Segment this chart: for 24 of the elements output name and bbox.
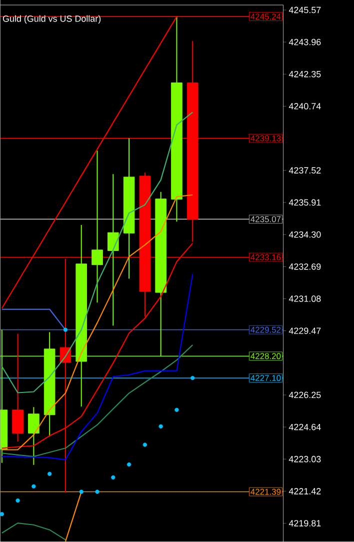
y-tick-label: 4243.96 <box>288 38 321 46</box>
y-tick-label: 4242.35 <box>288 70 321 78</box>
y-tick-label: 4245.57 <box>288 6 321 14</box>
ref-line-label: 4227.10 <box>250 375 281 381</box>
y-tick-label: 4224.64 <box>288 424 321 430</box>
y-tick-label: 4240.74 <box>288 103 321 110</box>
y-tick-label: 4234.30 <box>288 231 321 238</box>
y-tick-label: 4226.25 <box>288 392 321 398</box>
y-tick-label: 4232.69 <box>288 263 321 270</box>
y-tick-label: 4235.91 <box>288 199 321 206</box>
y-tick-label: 4219.81 <box>288 520 321 526</box>
ref-line-label: 4229.52 <box>250 326 280 333</box>
ref-line-label: 4245.24 <box>250 14 281 20</box>
y-tick-label: 4221.42 <box>288 488 321 494</box>
ref-line-label: 4228.20 <box>250 353 281 360</box>
y-tick-label: 4223.03 <box>288 456 321 462</box>
text: Guld (Guld vs US Dollar) <box>2 15 100 24</box>
ref-line-label: 4239.13 <box>250 135 281 142</box>
y-tick-label: 4229.47 <box>288 328 321 334</box>
ref-line-label: 4221.39 <box>250 488 281 495</box>
ref-line-label: 4235.07 <box>250 216 280 222</box>
y-tick-label: 4237.52 <box>288 167 321 174</box>
ref-line-label: 4233.16 <box>250 254 281 260</box>
y-tick-label: 4231.08 <box>288 296 321 302</box>
